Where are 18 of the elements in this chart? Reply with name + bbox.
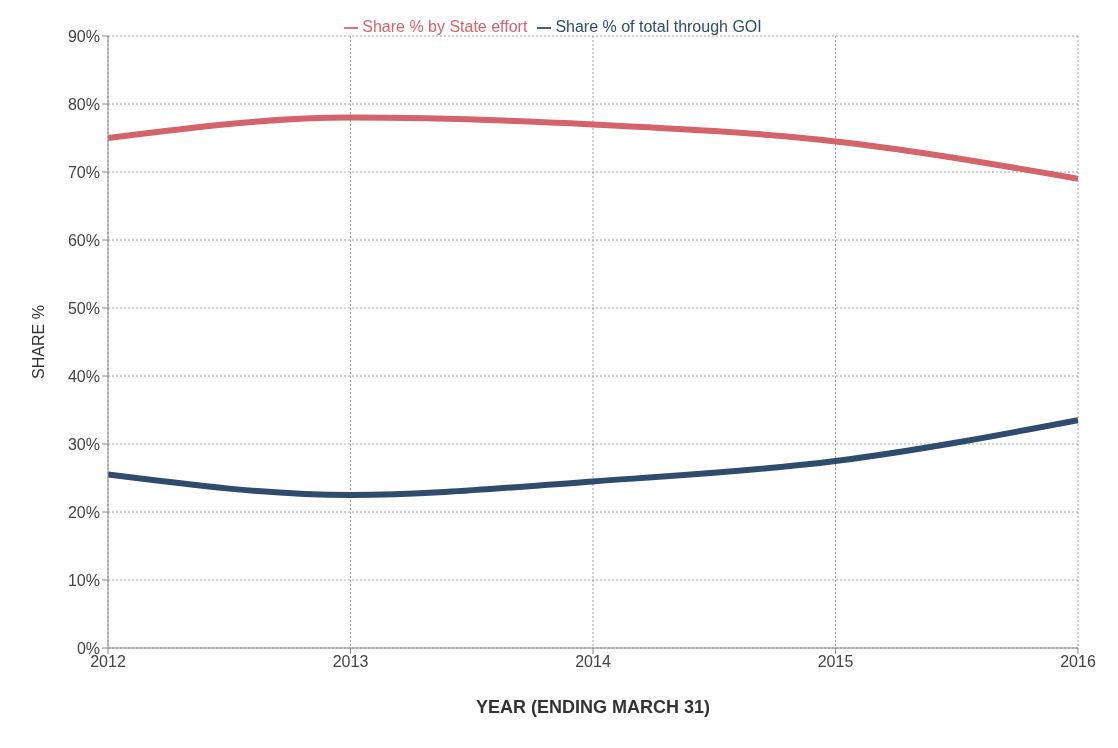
y-tick-label: 60% (67, 231, 100, 249)
y-tick-label: 90% (67, 27, 100, 45)
legend-label: Share % of total through GOI (555, 18, 762, 35)
legend-label: Share % by State effort (362, 18, 528, 35)
y-axis-title: SHARE % (29, 305, 47, 379)
y-tick-label: 20% (67, 503, 100, 521)
y-tick-label: 50% (67, 299, 100, 317)
x-axis-title: YEAR (ENDING MARCH 31) (475, 697, 711, 717)
x-tick-label: 2015 (817, 653, 854, 671)
y-tick-label: 70% (67, 163, 100, 181)
x-tick-label: 2016 (1060, 653, 1096, 671)
x-tick-label: 2012 (90, 653, 126, 671)
x-tick-label: 2014 (575, 653, 611, 671)
y-tick-label: 30% (67, 435, 100, 453)
x-tick-label: 2013 (332, 653, 369, 671)
y-tick-label: 10% (67, 571, 100, 589)
y-tick-label: 40% (67, 367, 100, 385)
y-tick-label: 80% (67, 95, 100, 113)
